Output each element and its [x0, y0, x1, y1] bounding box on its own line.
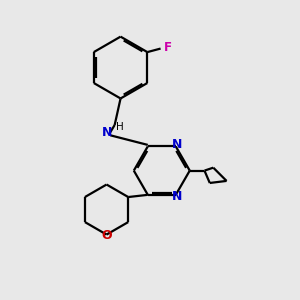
- Text: N: N: [102, 126, 112, 139]
- Text: N: N: [172, 190, 182, 203]
- Text: N: N: [172, 138, 182, 152]
- Text: F: F: [164, 41, 172, 54]
- Text: O: O: [101, 229, 112, 242]
- Text: H: H: [116, 122, 124, 132]
